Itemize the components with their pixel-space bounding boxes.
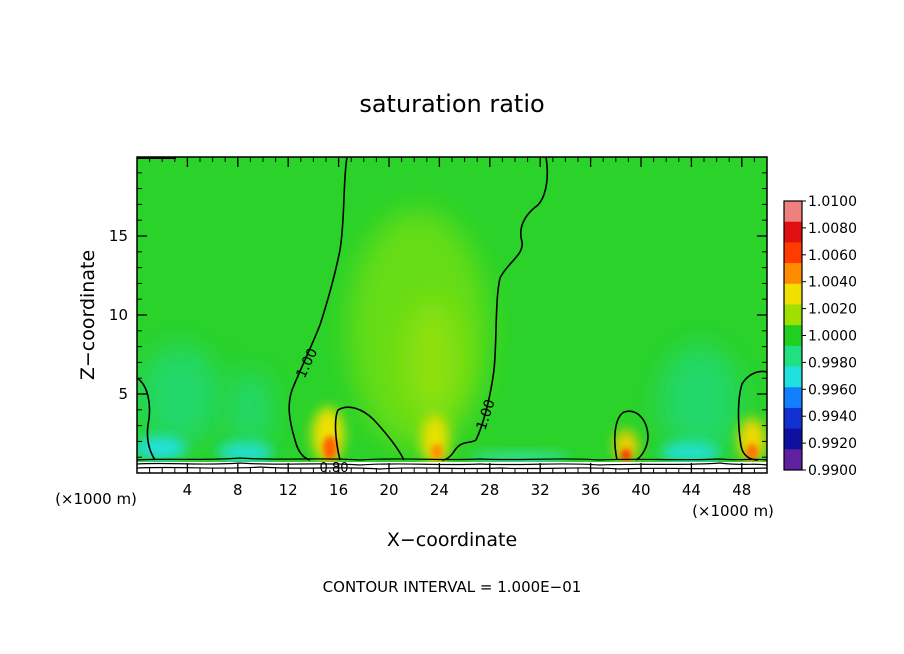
contour-interval-note: CONTOUR INTERVAL = 1.000E−01 <box>323 578 582 596</box>
colorbar-label: 0.9980 <box>808 355 857 371</box>
dry-surface-30 <box>470 452 570 464</box>
x-tick-label: 40 <box>631 481 650 499</box>
colorbar-swatch <box>784 345 802 368</box>
colorbar-swatch <box>784 428 802 450</box>
colorbar-swatch <box>784 221 802 243</box>
colorbar-swatch <box>784 449 802 471</box>
colorbar-label: 1.0060 <box>808 248 857 264</box>
colorbar-swatch <box>784 407 802 430</box>
dry-surface-left <box>137 436 186 460</box>
y-axis-label: Z−coordinate <box>77 250 99 380</box>
x-tick-label: 4 <box>183 481 193 499</box>
x-tick-label: 16 <box>329 481 348 499</box>
peak-23-core <box>431 444 443 460</box>
peak-48-core <box>746 444 758 460</box>
peak-48-halo <box>738 418 766 462</box>
x-tick-label: 48 <box>732 481 751 499</box>
x-unit-right: (×1000 m) <box>692 502 774 520</box>
plot-area <box>137 157 767 473</box>
colorbar-swatch <box>784 304 802 326</box>
colorbar-label: 0.9960 <box>808 382 857 398</box>
peak-39-halo <box>614 430 638 462</box>
surface-layer <box>137 462 767 473</box>
colorbar-label: 1.0040 <box>808 275 857 291</box>
colorbar-swatch <box>784 263 802 285</box>
x-tick-label: 28 <box>480 481 499 499</box>
x-tick-label: 36 <box>581 481 600 499</box>
drier-region-right <box>660 345 740 455</box>
y-tick-label: 5 <box>118 385 128 403</box>
chart-title: saturation ratio <box>359 90 544 118</box>
x-tick-label: 20 <box>379 481 398 499</box>
colorbar-label: 1.0020 <box>808 302 857 318</box>
contour-1.00-edge-left <box>137 377 156 461</box>
dry-surface-9 <box>217 442 273 462</box>
colorbar-swatch <box>784 201 802 223</box>
x-tick-label: 24 <box>430 481 449 499</box>
contour-1.00-plume-right <box>441 157 549 461</box>
colorbar: 1.0100 1.0080 1.0060 1.0040 1.0020 1.0000 0.99… <box>783 194 857 479</box>
colorbar-label: 1.0100 <box>808 194 857 210</box>
surface-contour-3 <box>137 466 767 470</box>
colorbar-swatch <box>784 242 802 264</box>
x-tick-label: 12 <box>279 481 298 499</box>
drier-region-left <box>140 345 220 445</box>
colorbar-swatch <box>784 283 802 305</box>
moist-plume-core <box>404 300 460 420</box>
surface-contour-2 <box>137 462 767 466</box>
contour-1.00-bump-16 <box>334 406 405 461</box>
colorbar-label: 0.9900 <box>808 463 857 479</box>
colorbar-label: 0.9940 <box>808 409 857 425</box>
contour-1.00-plume-left <box>288 157 348 461</box>
contour-1.00-bump-39 <box>614 410 649 461</box>
y-axis: 5 10 15 <box>109 172 767 458</box>
colorbar-label: 1.0000 <box>808 329 857 345</box>
x-tick-label: 32 <box>531 481 550 499</box>
y-tick-label: 10 <box>109 306 128 324</box>
peak-16-core <box>323 436 337 460</box>
colorbar-label: 1.0080 <box>808 221 857 237</box>
x-tick-label: 44 <box>682 481 701 499</box>
colorbar-swatch <box>784 387 802 409</box>
dry-surface-44 <box>660 442 720 462</box>
colorbar-label: 0.9920 <box>808 436 857 452</box>
colorbar-swatch <box>784 325 802 347</box>
peak-39-core <box>621 449 631 461</box>
x-unit-left: (×1000 m) <box>55 490 137 508</box>
y-tick-label: 15 <box>109 227 128 245</box>
drier-region-mid <box>228 370 272 450</box>
x-axis: 4 8 12 16 20 24 28 32 36 40 44 48 <box>149 157 755 499</box>
contour-1.00-edge-right <box>737 370 767 461</box>
x-axis-label: X−coordinate <box>387 529 517 551</box>
surface-contour-1 <box>137 457 767 461</box>
x-tick-label: 8 <box>233 481 243 499</box>
colorbar-swatch <box>784 366 802 388</box>
